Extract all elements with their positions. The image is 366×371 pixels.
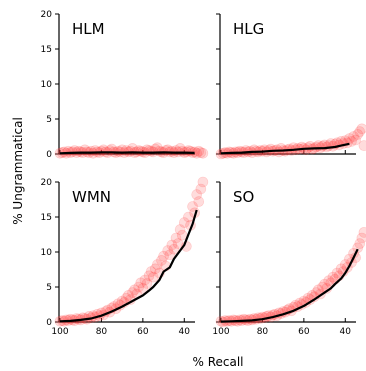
series-line [59,151,195,155]
series-line [220,142,350,155]
x-tick-label: 100 [51,327,68,337]
data-point [125,145,136,157]
data-point [137,283,149,294]
data-point [164,249,176,261]
data-point [358,227,366,238]
y-tick-label: 10 [41,80,53,90]
x-tick-label: 60 [298,327,310,337]
y-tick-label: 0 [46,150,52,160]
data-point [319,278,330,290]
x-tick-label: 40 [340,327,352,337]
data-point [152,259,163,270]
data-point [174,224,186,235]
data-point [158,250,169,262]
data-point [112,145,124,157]
panel-wmn: 0 5 10 15 20 100 80 60 40 WMN [41,176,209,337]
data-point [313,284,324,296]
data-point [183,211,194,223]
y-tick-label: 15 [41,213,52,223]
x-tick-label: 40 [179,327,191,337]
data-point [156,255,167,266]
panel-so: 100 80 60 40 SO [212,181,366,337]
panel-label: SO [233,188,254,206]
data-point [172,238,184,249]
data-point [168,243,180,255]
data-point [350,134,361,146]
panel-label: HLG [233,20,264,38]
data-point [197,148,209,159]
panel-grid: 0 5 10 15 20 HLM HLG 0 5 10 15 20 100 80 60 40 WMN 100 80 6… [41,10,366,337]
data-point [166,239,178,251]
data-point [141,278,153,289]
data-point [178,217,190,228]
y-tick-label: 10 [41,248,53,258]
x-tick-label: 80 [96,327,108,337]
panel-label: WMN [72,188,111,206]
y-tick-label: 20 [41,10,53,20]
data-point [323,275,335,287]
data-point [147,271,159,283]
data-point [154,145,165,157]
data-point [170,232,182,244]
y-axis-title: % Ungrammatical [11,117,25,225]
series-line [220,248,359,323]
panel-label: HLM [72,20,105,38]
data-point [356,123,366,135]
data-point [352,242,364,254]
data-point [354,238,366,249]
data-point [317,281,328,293]
panel-hlg: HLG [215,13,366,160]
data-point [193,196,205,207]
y-tick-label: 5 [46,283,52,293]
x-tick-label: 100 [212,327,229,337]
data-point [352,129,364,140]
data-point [129,284,140,296]
data-point [143,270,155,282]
data-point [327,271,339,283]
data-point [135,277,147,289]
data-point [187,201,198,212]
panel-hlm: 0 5 10 15 20 HLM [41,10,209,160]
data-point [356,232,366,244]
data-point [193,145,205,157]
data-point [335,263,347,275]
data-point [197,176,209,188]
series-line [59,209,198,323]
y-tick-label: 20 [41,178,53,188]
data-point [149,263,161,275]
data-point [127,287,138,298]
y-tick-label: 0 [46,318,52,328]
data-point [139,274,151,286]
x-axis-title: % Recall [192,355,243,369]
data-point [195,183,207,195]
data-point [273,146,285,158]
data-point [348,131,359,142]
x-tick-label: 60 [137,327,149,337]
data-point [123,290,134,301]
data-point [331,267,343,279]
x-tick-label: 80 [257,327,269,337]
y-tick-label: 5 [46,115,52,125]
y-tick-label: 15 [41,45,52,55]
data-point [133,281,145,293]
data-point [191,189,203,200]
data-point [354,126,366,137]
data-point [358,140,366,151]
data-point [162,245,174,256]
data-point [145,266,157,277]
data-point [195,147,207,158]
data-point [344,133,355,144]
